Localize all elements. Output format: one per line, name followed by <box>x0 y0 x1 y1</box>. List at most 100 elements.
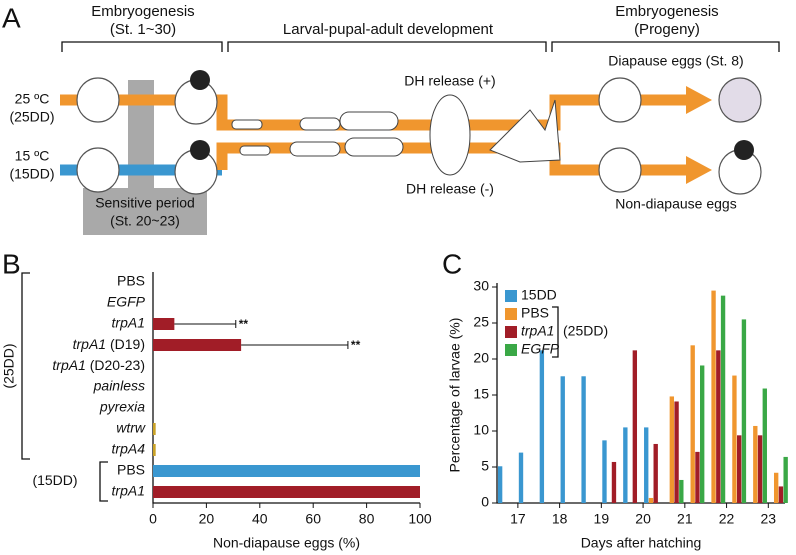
y-tick-label: 20 <box>473 350 489 366</box>
egg-type: Diapause eggs (St. 8) <box>608 53 743 69</box>
bar <box>560 376 565 503</box>
condition-label: (25DD) <box>9 109 54 125</box>
significance: ** <box>239 317 249 331</box>
dh-release: DH release (-) <box>406 181 494 197</box>
x-tick-label: 100 <box>408 511 432 527</box>
bar <box>644 427 649 503</box>
bracket <box>61 41 780 52</box>
group-bracket <box>21 272 30 460</box>
header: (St. 1~30) <box>110 21 176 38</box>
header: Embryogenesis <box>91 3 194 20</box>
bar <box>581 376 586 503</box>
legend-label: PBS <box>521 305 549 321</box>
x-axis-label: Non-diapause eggs (%) <box>213 535 360 551</box>
significance: ** <box>351 338 361 352</box>
bar <box>711 290 716 503</box>
category-label: trpA1 (D19) <box>73 336 145 352</box>
bar <box>497 466 503 503</box>
bar <box>153 465 420 477</box>
bar <box>737 435 742 503</box>
x-tick-label: 40 <box>252 511 268 527</box>
y-tick-label: 25 <box>473 314 489 330</box>
bar <box>153 423 156 435</box>
panel-label: A <box>2 2 21 33</box>
group-label: (25DD) <box>1 343 17 388</box>
category-label: EGFP <box>107 294 146 310</box>
bar <box>153 318 175 330</box>
bar <box>153 486 420 498</box>
bar <box>679 479 684 503</box>
panel-label: C <box>442 248 462 279</box>
y-tick-label: 5 <box>481 458 489 474</box>
x-axis-label: Days after hatching <box>581 535 702 551</box>
bar <box>757 435 763 503</box>
x-tick-label: 23 <box>761 511 777 527</box>
bar <box>623 427 628 503</box>
legend-swatch <box>505 290 517 302</box>
bar <box>611 461 617 503</box>
header: Embryogenesis <box>615 3 718 20</box>
header: (Progeny) <box>634 21 700 38</box>
category-label: PBS <box>117 273 145 289</box>
legend-label: EGFP <box>521 341 560 357</box>
bar <box>653 443 658 503</box>
bar <box>539 350 545 503</box>
x-tick-label: 17 <box>510 511 526 527</box>
x-tick-label: 60 <box>305 511 321 527</box>
bar <box>700 365 705 503</box>
x-tick-label: 20 <box>635 511 651 527</box>
group-bracket <box>99 461 108 502</box>
x-tick-label: 22 <box>719 511 735 527</box>
bar <box>716 350 721 503</box>
bar <box>773 472 779 503</box>
bar <box>732 375 737 503</box>
condition-temp: 25 ºC <box>15 91 50 107</box>
x-tick-label: 0 <box>149 511 157 527</box>
arrow <box>686 86 712 114</box>
y-tick-label: 10 <box>473 422 489 438</box>
category-label: painless <box>93 378 145 394</box>
bar <box>720 295 726 503</box>
bar <box>741 319 747 503</box>
error-bar <box>174 320 237 328</box>
bar <box>778 486 784 503</box>
sensitive-period <box>83 80 207 235</box>
legend-group-label: (25DD) <box>563 323 608 339</box>
bar <box>153 339 242 351</box>
x-tick-label: 19 <box>594 511 610 527</box>
bar <box>753 425 758 503</box>
x-tick-label: 80 <box>359 511 375 527</box>
bar <box>602 440 607 503</box>
bar <box>783 456 788 503</box>
y-tick-label: 30 <box>473 278 489 294</box>
embryos <box>190 70 754 160</box>
sensitive-label: Sensitive period <box>95 195 195 211</box>
category-label: pyrexia <box>99 399 145 415</box>
category-label: trpA1 <box>112 315 145 331</box>
legend-swatch <box>505 308 517 320</box>
x-tick-label: 20 <box>199 511 215 527</box>
sensitive-label: (St. 20~23) <box>110 213 180 229</box>
larvae <box>231 94 561 176</box>
legend-swatch <box>505 344 517 356</box>
bar <box>648 497 654 503</box>
legend-label: trpA1 <box>521 323 554 339</box>
bar <box>518 452 524 503</box>
legend-swatch <box>505 326 517 338</box>
category-label: trpA1 (D20-23) <box>52 357 145 373</box>
header: Larval-pupal-adult development <box>283 21 494 38</box>
egg-type: Non-diapause eggs <box>615 196 736 212</box>
bar <box>690 345 695 503</box>
y-tick-label: 0 <box>481 494 489 510</box>
panel-label: B <box>2 248 21 279</box>
arrow <box>686 156 712 184</box>
condition-label: (15DD) <box>9 166 54 182</box>
category-label: trpA4 <box>112 441 146 457</box>
group-label: (15DD) <box>32 472 77 488</box>
legend-label: 15DD <box>521 287 557 303</box>
category-label: wtrw <box>116 420 146 436</box>
bar <box>632 350 638 503</box>
bar <box>695 451 700 503</box>
